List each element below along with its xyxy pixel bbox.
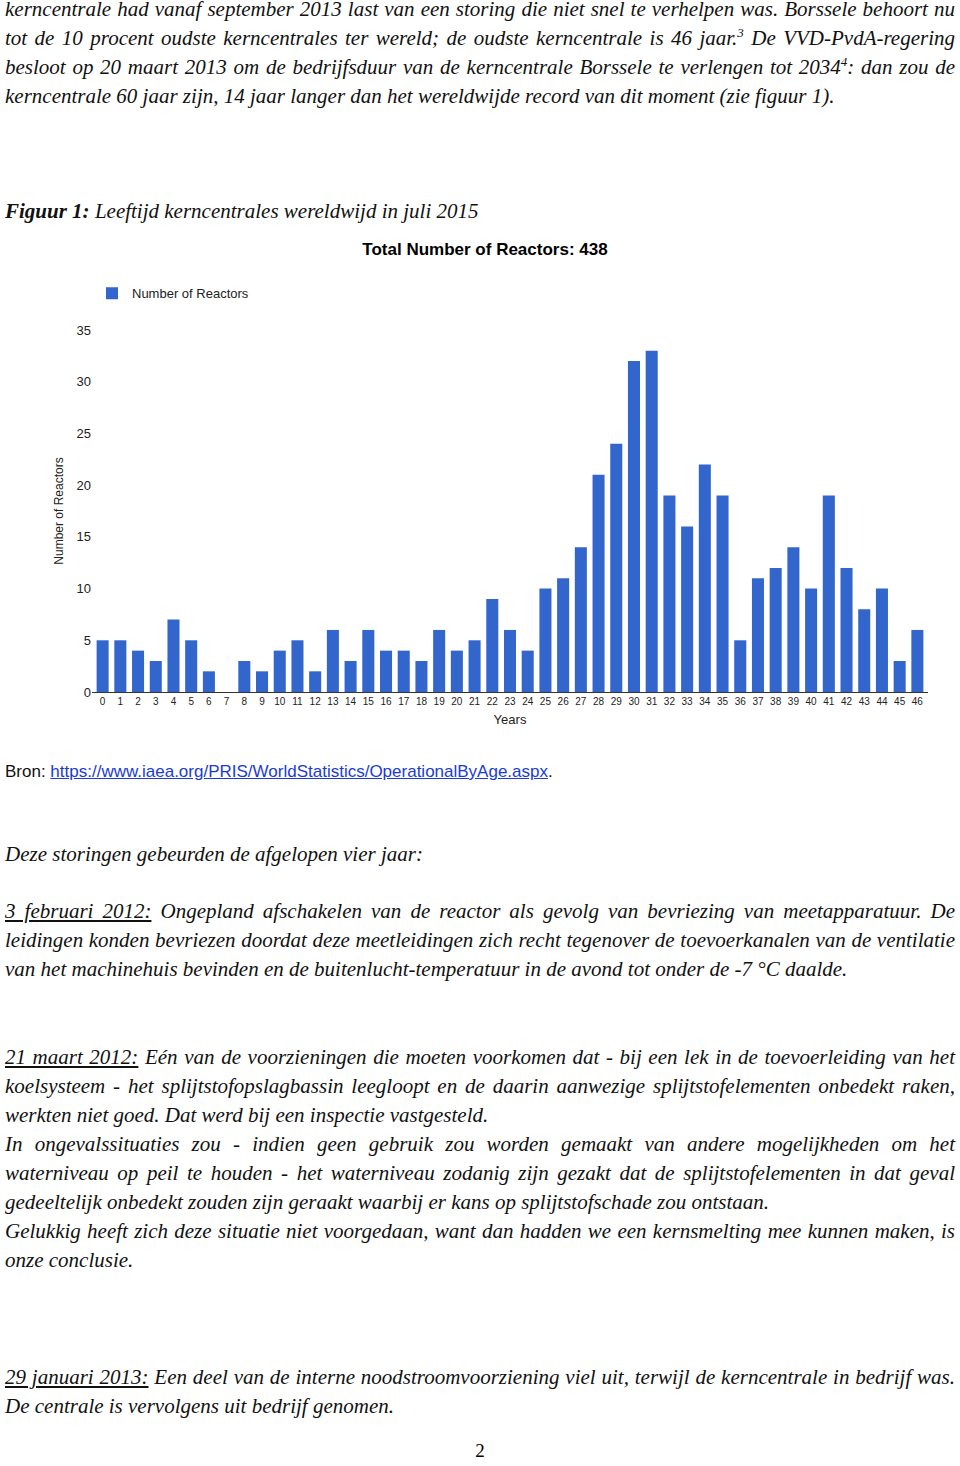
svg-text:13: 13 [327, 696, 339, 707]
html-text:21 maart 2012: Eén van de voor: 21 maart 2012: Eén van de voorzieningen … [5, 1045, 955, 1127]
svg-text:10: 10 [77, 581, 91, 596]
svg-text:19: 19 [434, 696, 446, 707]
svg-text:38: 38 [770, 696, 782, 707]
svg-text:41: 41 [823, 696, 835, 707]
html-text:3De VVD-PvdA-regering besloot: 3De VVD-PvdA-regering besloot op 20 maar… [5, 25, 955, 79]
svg-text:16: 16 [380, 696, 392, 707]
svg-text:2: 2 [135, 696, 141, 707]
svg-text:21: 21 [469, 696, 481, 707]
svg-text:35: 35 [77, 323, 91, 338]
svg-text:31: 31 [646, 696, 658, 707]
svg-text:20: 20 [451, 696, 463, 707]
svg-text:0: 0 [100, 696, 106, 707]
svg-text:18: 18 [416, 696, 428, 707]
svg-text:43: 43 [859, 696, 871, 707]
svg-text:11: 11 [292, 696, 303, 707]
svg-text:26: 26 [558, 696, 570, 707]
svg-text:44: 44 [876, 696, 888, 707]
html-text:Bron: https://www.iaea.org/PRI: Bron: https://www.iaea.org/PRIS/WorldSta… [5, 762, 553, 781]
svg-text:23: 23 [504, 696, 516, 707]
svg-text:Number of Reactors: Number of Reactors [132, 286, 249, 301]
svg-text:45: 45 [894, 696, 906, 707]
svg-text:10: 10 [274, 696, 286, 707]
html-text:Gelukkig heeft zich deze situa: Gelukkig heeft zich deze situatie niet v… [5, 1219, 955, 1272]
svg-text:34: 34 [699, 696, 711, 707]
svg-text:20: 20 [77, 478, 91, 493]
svg-text:17: 17 [398, 696, 410, 707]
svg-text:8: 8 [242, 696, 248, 707]
svg-text:12: 12 [310, 696, 322, 707]
svg-text:14: 14 [345, 696, 357, 707]
svg-text:6: 6 [206, 696, 212, 707]
svg-text:15: 15 [363, 696, 375, 707]
svg-text:42: 42 [841, 696, 853, 707]
html-text:2: 2 [475, 1440, 485, 1461]
svg-text:35: 35 [717, 696, 729, 707]
html-text:Deze storingen gebeurden de af: Deze storingen gebeurden de afgelopen vi… [5, 842, 423, 866]
svg-text:22: 22 [487, 696, 499, 707]
html-text:4: dan zou de kerncentrale 60: 4: dan zou de kerncentrale 60 jaar zijn,… [5, 54, 955, 108]
svg-text:27: 27 [575, 696, 587, 707]
svg-text:4: 4 [171, 696, 177, 707]
svg-text:28: 28 [593, 696, 605, 707]
html-text:3 februari 2012: Ongepland afs: 3 februari 2012: Ongepland afschakelen v… [5, 899, 955, 981]
svg-text:Years: Years [494, 712, 527, 727]
html-text:In ongevalssituaties zou - ind: In ongevalssituaties zou - indien geen g… [5, 1132, 955, 1214]
svg-text:1: 1 [118, 696, 124, 707]
svg-text:Total Number of Reactors: 438: Total Number of Reactors: 438 [362, 240, 607, 259]
svg-text:39: 39 [788, 696, 800, 707]
svg-text:36: 36 [735, 696, 747, 707]
svg-text:25: 25 [540, 696, 552, 707]
svg-text:30: 30 [628, 696, 640, 707]
svg-text:5: 5 [84, 633, 91, 648]
html-text:Figuur 1: Leeftijd kerncentral: Figuur 1: Leeftijd kerncentrales wereldw… [5, 199, 479, 223]
svg-text:Number of Reactors: Number of Reactors [52, 457, 66, 564]
svg-text:32: 32 [664, 696, 676, 707]
svg-text:15: 15 [77, 529, 91, 544]
svg-text:7: 7 [224, 696, 230, 707]
svg-text:30: 30 [77, 374, 91, 389]
svg-text:24: 24 [522, 696, 534, 707]
svg-text:29: 29 [611, 696, 623, 707]
svg-text:25: 25 [77, 426, 91, 441]
svg-text:37: 37 [752, 696, 764, 707]
svg-text:0: 0 [84, 685, 91, 700]
svg-text:3: 3 [153, 696, 159, 707]
svg-text:40: 40 [806, 696, 818, 707]
svg-text:9: 9 [259, 696, 265, 707]
svg-text:5: 5 [188, 696, 194, 707]
svg-text:33: 33 [682, 696, 694, 707]
html-text:29 januari 2013: Een deel van: 29 januari 2013: Een deel van de interne… [5, 1365, 955, 1418]
svg-text:46: 46 [912, 696, 924, 707]
